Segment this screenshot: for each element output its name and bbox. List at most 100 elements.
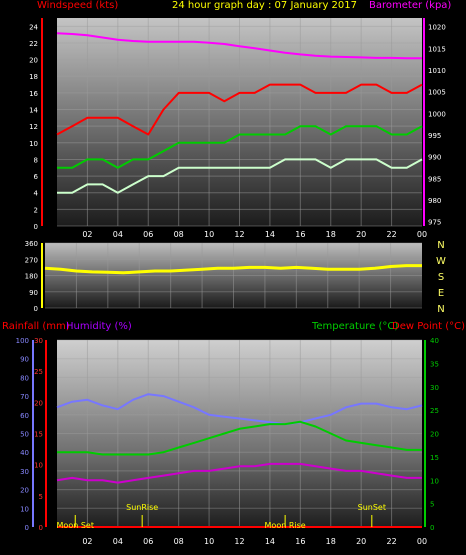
x-tick-label: 16	[295, 230, 305, 239]
x-tick-label: 06	[143, 537, 153, 546]
rainfall-tick-label: 30	[34, 337, 43, 345]
direction-panel-grid	[45, 242, 422, 309]
barometer-tick-label: 1005	[428, 89, 446, 97]
x-tick-label: 06	[143, 230, 153, 239]
x-tick-label: 20	[356, 537, 366, 546]
rainfall-tick-label: 15	[34, 431, 43, 439]
dewpoint-line	[56, 462, 422, 484]
compass-w: W	[436, 256, 446, 267]
humidity-tick-label: 80	[20, 374, 29, 382]
direction-line	[44, 264, 422, 275]
temperature-tick-label: 10	[430, 477, 439, 485]
temperature-tick-label: 0	[430, 524, 434, 532]
wind-series	[56, 83, 423, 194]
x-tick-label: 08	[174, 230, 184, 239]
rainfall-tick-label: 5	[39, 493, 43, 501]
wind-gust-line	[56, 83, 423, 136]
windspeed-tick-label: 24	[29, 23, 38, 31]
temperature-tick-label: 40	[430, 337, 439, 345]
chart-title: 24 hour graph day : 07 January 2017	[172, 0, 357, 11]
event-label: SunSet	[358, 503, 386, 512]
humidity-tick-label: 90	[20, 356, 29, 364]
barometer-tick-label: 995	[428, 132, 441, 140]
direction-tick-label: 270	[25, 256, 38, 264]
x-tick-label: 10	[204, 537, 214, 546]
windspeed-tick-label: 2	[34, 206, 38, 214]
barometer-tick-label: 1020	[428, 24, 446, 32]
rainfall-tick-label: 25	[34, 368, 43, 376]
x-tick-label: 00	[417, 230, 427, 239]
barometer-tick-label: 980	[428, 197, 441, 205]
windspeed-tick-label: 6	[34, 173, 39, 181]
x-tick-label: 14	[265, 230, 275, 239]
rainfall-tick-label: 10	[34, 462, 43, 470]
barometer-tick-label: 990	[428, 154, 441, 162]
direction-tick-label: 360	[25, 240, 38, 248]
windspeed-tick-label: 12	[29, 123, 38, 131]
humidity-tick-label: 40	[20, 449, 29, 457]
compass-s: S	[437, 272, 445, 283]
barometer-series	[56, 32, 422, 60]
x-tick-label: 22	[386, 537, 396, 546]
direction-tick-label: 0	[34, 305, 38, 313]
x-tick-label: 20	[356, 230, 366, 239]
x-tick-label: 18	[326, 230, 336, 239]
x-tick-label: 02	[82, 230, 92, 239]
windspeed-tick-label: 4	[34, 190, 39, 198]
compass-n-bottom: N	[437, 304, 445, 315]
wind-average-line	[57, 125, 423, 169]
x-tick-label: 22	[386, 230, 396, 239]
barometer-tick-label: 1000	[428, 110, 446, 118]
direction-tick-labels: 0 90 180 270 360	[25, 240, 38, 313]
rainfall-tick-label: 20	[34, 399, 43, 407]
windspeed-tick-label: 0	[34, 223, 38, 231]
barometer-line	[56, 32, 422, 60]
temperature-tick-label: 35	[430, 360, 439, 368]
humidity-line	[56, 393, 423, 426]
humidity-tick-label: 20	[20, 487, 29, 495]
temp-x-tick-labels: 02 04 06 08 10 12 14 16 18 20 22 00	[82, 537, 427, 546]
x-tick-label: 12	[234, 537, 244, 546]
temperature-tick-label: 30	[430, 384, 439, 392]
direction-tick-label: 180	[25, 273, 38, 281]
windspeed-axis-title: Windspeed (kts)	[37, 0, 119, 11]
dewpoint-axis-title: Dew Point (°C)	[392, 321, 466, 332]
event-markers: Moon Set SunRise Moon Rise SunSet	[57, 503, 386, 530]
humidity-axis-title: Humidity (%)	[66, 321, 132, 332]
temperature-tick-label: 20	[430, 431, 439, 439]
direction-series	[44, 264, 422, 275]
windspeed-tick-label: 20	[29, 57, 38, 65]
humidity-tick-label: 0	[25, 524, 29, 532]
barometer-axis-title: Barometer (kpa)	[369, 0, 452, 11]
event-label: SunRise	[126, 503, 158, 512]
event-label: Moon Rise	[265, 521, 306, 530]
x-tick-label: 14	[265, 537, 275, 546]
rainfall-tick-labels: 0 5 10 15 20 25 30	[34, 337, 43, 532]
compass-n-top: N	[437, 240, 445, 251]
humidity-tick-label: 10	[20, 505, 29, 513]
x-tick-label: 18	[326, 537, 336, 546]
windspeed-tick-label: 16	[29, 90, 38, 98]
humidity-tick-labels: 0 10 20 30 40 50 60 70 80 90 100	[16, 337, 29, 532]
x-tick-label: 12	[234, 230, 244, 239]
temperature-tick-label: 25	[430, 407, 439, 415]
rainfall-axis-title: Rainfall (mm)	[2, 321, 70, 332]
barometer-tick-labels: 975 980 985 990 995 1000 1005 1010 1015 1020	[428, 24, 446, 227]
compass-e: E	[437, 288, 445, 299]
x-tick-label: 10	[204, 230, 214, 239]
temp-humidity-series	[56, 393, 423, 528]
humidity-tick-label: 70	[20, 393, 29, 401]
temperature-line	[57, 420, 422, 456]
barometer-tick-label: 1010	[428, 67, 446, 75]
x-tick-label: 08	[174, 537, 184, 546]
wind-speed-line	[57, 158, 423, 194]
temperature-tick-label: 15	[430, 454, 439, 462]
temperature-tick-labels: 0 5 10 15 20 25 30 35 40	[430, 337, 439, 532]
windspeed-tick-label: 18	[29, 73, 38, 81]
barometer-tick-label: 975	[428, 219, 441, 227]
temperature-axis-title: Temperature (°C)	[312, 321, 399, 332]
windspeed-tick-label: 22	[29, 40, 38, 48]
temperature-tick-label: 5	[430, 501, 434, 509]
